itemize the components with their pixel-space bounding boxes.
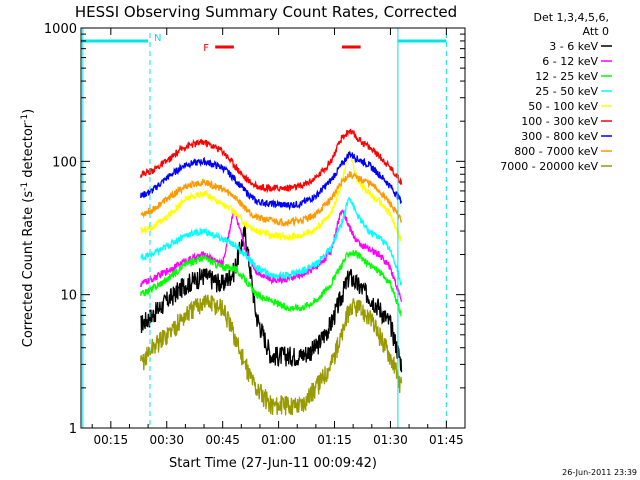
x-tick-label: 00:45 bbox=[205, 433, 240, 447]
axes-layer: 00:15 00:30 00:45 01:00 01:15 01:30 01:45 1 10 10… bbox=[44, 22, 465, 447]
series-line-2 bbox=[140, 249, 402, 317]
annotation-layer: NF bbox=[81, 28, 447, 428]
series-line-6 bbox=[140, 151, 403, 211]
y-tick-label: 1 bbox=[69, 422, 77, 437]
legend-label-6: 300 - 800 keV bbox=[521, 130, 598, 143]
legend-label-5: 100 - 300 keV bbox=[521, 115, 598, 128]
legend-label-1: 6 - 12 keV bbox=[542, 55, 598, 68]
series-line-1 bbox=[140, 208, 403, 302]
flare-label: F bbox=[203, 43, 209, 54]
legend-header-line-2: Att 0 bbox=[583, 25, 609, 38]
legend-label-7: 800 - 7000 keV bbox=[514, 145, 598, 158]
series-line-7 bbox=[140, 171, 403, 228]
y-tick-label: 1000 bbox=[44, 22, 77, 37]
series-line-8 bbox=[140, 294, 403, 416]
y-tick-label: 100 bbox=[52, 155, 77, 170]
legend-header-line-1: Det 1,3,4,5,6, bbox=[533, 11, 609, 24]
x-tick-label: 01:00 bbox=[261, 433, 296, 447]
x-axis-label: Start Time (27-Jun-11 00:09:42) bbox=[169, 456, 377, 471]
legend-label-2: 12 - 25 keV bbox=[535, 70, 598, 83]
legend-label-3: 25 - 50 keV bbox=[535, 85, 598, 98]
x-tick-label: 01:15 bbox=[317, 433, 352, 447]
y-axis-label: Corrected Count Rate (s-1 detector-1) bbox=[20, 109, 36, 347]
legend-label-4: 50 - 100 keV bbox=[528, 100, 598, 113]
x-tick-label: 00:30 bbox=[149, 433, 184, 447]
legend-label-8: 7000 - 20000 keV bbox=[500, 160, 598, 173]
series-line-0 bbox=[140, 224, 403, 373]
series-line-3 bbox=[140, 196, 403, 286]
x-tick-label: 01:45 bbox=[429, 433, 464, 447]
footer-timestamp: 26-Jun-2011 23:39 bbox=[562, 468, 637, 477]
x-tick-label: 00:15 bbox=[94, 433, 129, 447]
series-layer bbox=[140, 128, 403, 416]
plot-frame bbox=[80, 27, 466, 429]
legend: 3 - 6 keV 6 - 12 keV 12 - 25 keV 25 - 50 ke… bbox=[500, 40, 612, 173]
y-tick-label: 10 bbox=[60, 289, 77, 304]
x-tick-label: 01:30 bbox=[373, 433, 408, 447]
night-label: N bbox=[154, 33, 161, 44]
series-line-5 bbox=[140, 128, 403, 194]
legend-label-0: 3 - 6 keV bbox=[549, 40, 598, 53]
chart-title: HESSI Observing Summary Count Rates, Cor… bbox=[75, 3, 457, 21]
